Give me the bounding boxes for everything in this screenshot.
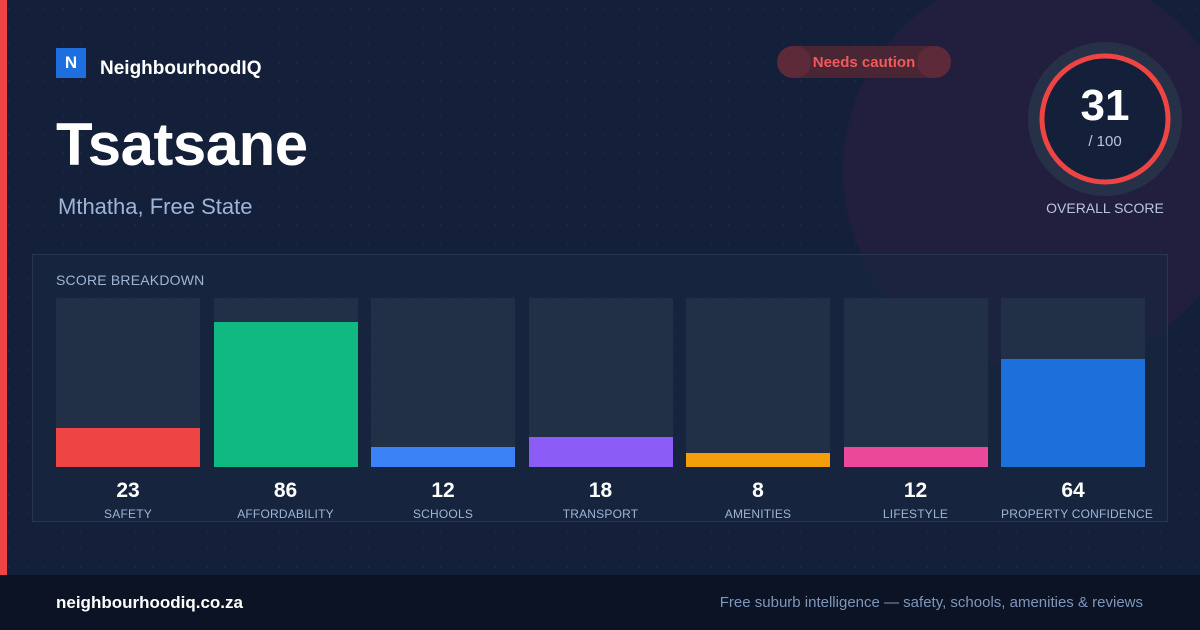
brand[interactable]: N NeighbourhoodIQ	[56, 46, 261, 80]
overall-score-max: / 100	[1088, 133, 1122, 150]
score-bar-value: 12	[903, 479, 928, 502]
overall-score-caption: OVERALL SCORE	[1046, 200, 1164, 216]
score-bar-value: 23	[116, 479, 140, 502]
score-bar-safety: 23 SAFETY	[56, 298, 200, 521]
score-bar-fill	[843, 447, 988, 467]
score-bar-label: AFFORDABILITY	[237, 507, 334, 521]
score-bar-label: TRANSPORT	[562, 507, 639, 521]
score-bar-fill	[56, 428, 200, 467]
score-bar-label: PROPERTY CONFIDENCE	[1001, 507, 1154, 521]
score-bar-track	[1001, 298, 1145, 467]
footer-url-link[interactable]: neighbourhoodiq.co.za	[56, 593, 243, 612]
share-card: N NeighbourhoodIQ Needs caution Tsatsane…	[0, 0, 1200, 575]
score-bar-fill	[1001, 359, 1145, 467]
score-bar-track	[528, 298, 673, 467]
score-bar-fill	[528, 437, 673, 467]
score-bar-amenities: 8 AMENITIES	[686, 298, 830, 521]
score-bar-value: 64	[1061, 479, 1085, 502]
score-bar-track	[213, 298, 358, 467]
score-bar-track	[686, 298, 830, 467]
overall-score-ring-inner	[1042, 56, 1168, 182]
score-bar-value: 12	[431, 479, 455, 502]
score-bar-value: 8	[752, 479, 764, 502]
overall-score-value: 31	[1080, 81, 1130, 130]
status-badge-label: Needs caution	[812, 53, 916, 71]
score-bar-track	[56, 298, 200, 467]
score-bar-label: SCHOOLS	[412, 507, 474, 521]
score-bar-property-confidence: 64 PROPERTY CONFIDENCE	[1001, 298, 1154, 521]
score-bar-affordability: 86 AFFORDABILITY	[213, 298, 358, 521]
score-bar-label: LIFESTYLE	[882, 507, 949, 521]
footer: neighbourhoodiq.co.za Free suburb intell…	[0, 575, 1200, 630]
score-bar-fill	[371, 447, 515, 467]
score-bar-value: 18	[588, 479, 613, 502]
score-bar-track	[371, 298, 515, 467]
brand-name: NeighbourhoodIQ	[100, 58, 262, 79]
overall-score-arc	[1039, 53, 1171, 185]
score-breakdown-panel: SCORE BREAKDOWN 23 SAFETY 86 AFFORDABILITY 1…	[32, 254, 1168, 522]
score-breakdown-title: SCORE BREAKDOWN	[56, 272, 205, 288]
score-bar-label: AMENITIES	[724, 507, 792, 521]
overall-score-ring	[1039, 53, 1171, 185]
status-badge: Needs caution	[777, 46, 951, 78]
suburb-location: Mthatha, Free State	[58, 194, 253, 219]
accent-stripe	[0, 0, 7, 575]
brand-logo-icon: N	[56, 48, 86, 78]
score-bar-fill	[213, 322, 358, 467]
score-bar-schools: 12 SCHOOLS	[371, 298, 515, 521]
score-bar-transport: 18 TRANSPORT	[528, 298, 673, 521]
score-bar-fill	[686, 453, 830, 467]
score-bar-lifestyle: 12 LIFESTYLE	[843, 298, 988, 521]
score-bar-track	[843, 298, 988, 467]
footer-tagline: Free suburb intelligence — safety, schoo…	[719, 594, 1143, 611]
score-bar-value: 86	[273, 479, 298, 502]
score-bar-label: SAFETY	[104, 507, 152, 521]
suburb-name: Tsatsane	[56, 111, 308, 178]
